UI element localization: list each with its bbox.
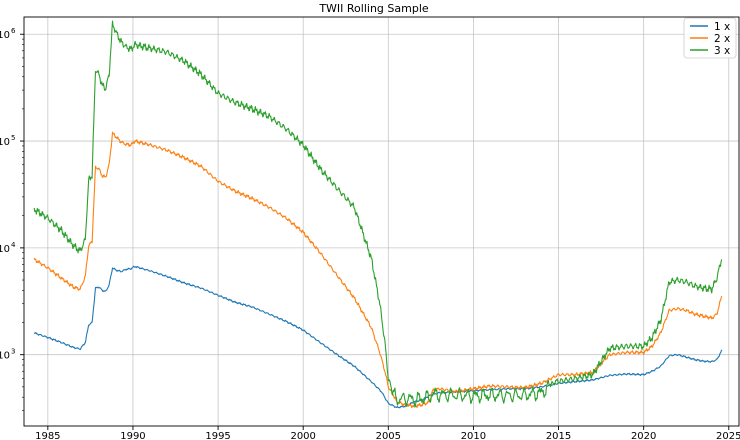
series-line-1x: [33, 265, 723, 409]
x-tick-label: 2000: [290, 431, 315, 440]
series-line-2x: [33, 131, 723, 409]
legend-label: 1 x: [714, 21, 730, 33]
x-tick-label: 1990: [120, 431, 145, 440]
grid: [24, 17, 739, 426]
x-tick-label: 2025: [716, 431, 740, 440]
y-tick-exponent: 4: [11, 241, 16, 249]
y-tick-exponent: 5: [11, 134, 15, 142]
legend-label: 2 x: [714, 33, 730, 45]
y-tick-exponent: 3: [11, 348, 15, 356]
x-tick-label: 2015: [546, 431, 571, 440]
x-tick-label: 1985: [35, 431, 60, 440]
y-tick-label: 10: [0, 137, 10, 148]
legend-label: 3 x: [714, 45, 730, 57]
x-tick-label: 2005: [376, 431, 401, 440]
plot-frame: [23, 16, 740, 427]
y-tick-exponent: 6: [11, 27, 16, 35]
y-tick-label: 10: [0, 244, 10, 255]
legend-box: [683, 17, 737, 59]
y-tick-label: 10: [0, 351, 10, 362]
series-line-3x: [33, 20, 723, 408]
x-tick-label: 2020: [631, 431, 656, 440]
x-tick-label: 2010: [461, 431, 486, 440]
x-tick-label: 1995: [205, 431, 230, 440]
legend: 1 x2 x3 x: [683, 17, 737, 59]
x-axis: 1985 1990 1995 2000 2005 2010 2015 2020 2025: [35, 426, 740, 440]
series-layer: [33, 20, 723, 409]
chart-title: TWII Rolling Sample: [318, 2, 429, 15]
y-tick-label: 10: [0, 30, 10, 41]
